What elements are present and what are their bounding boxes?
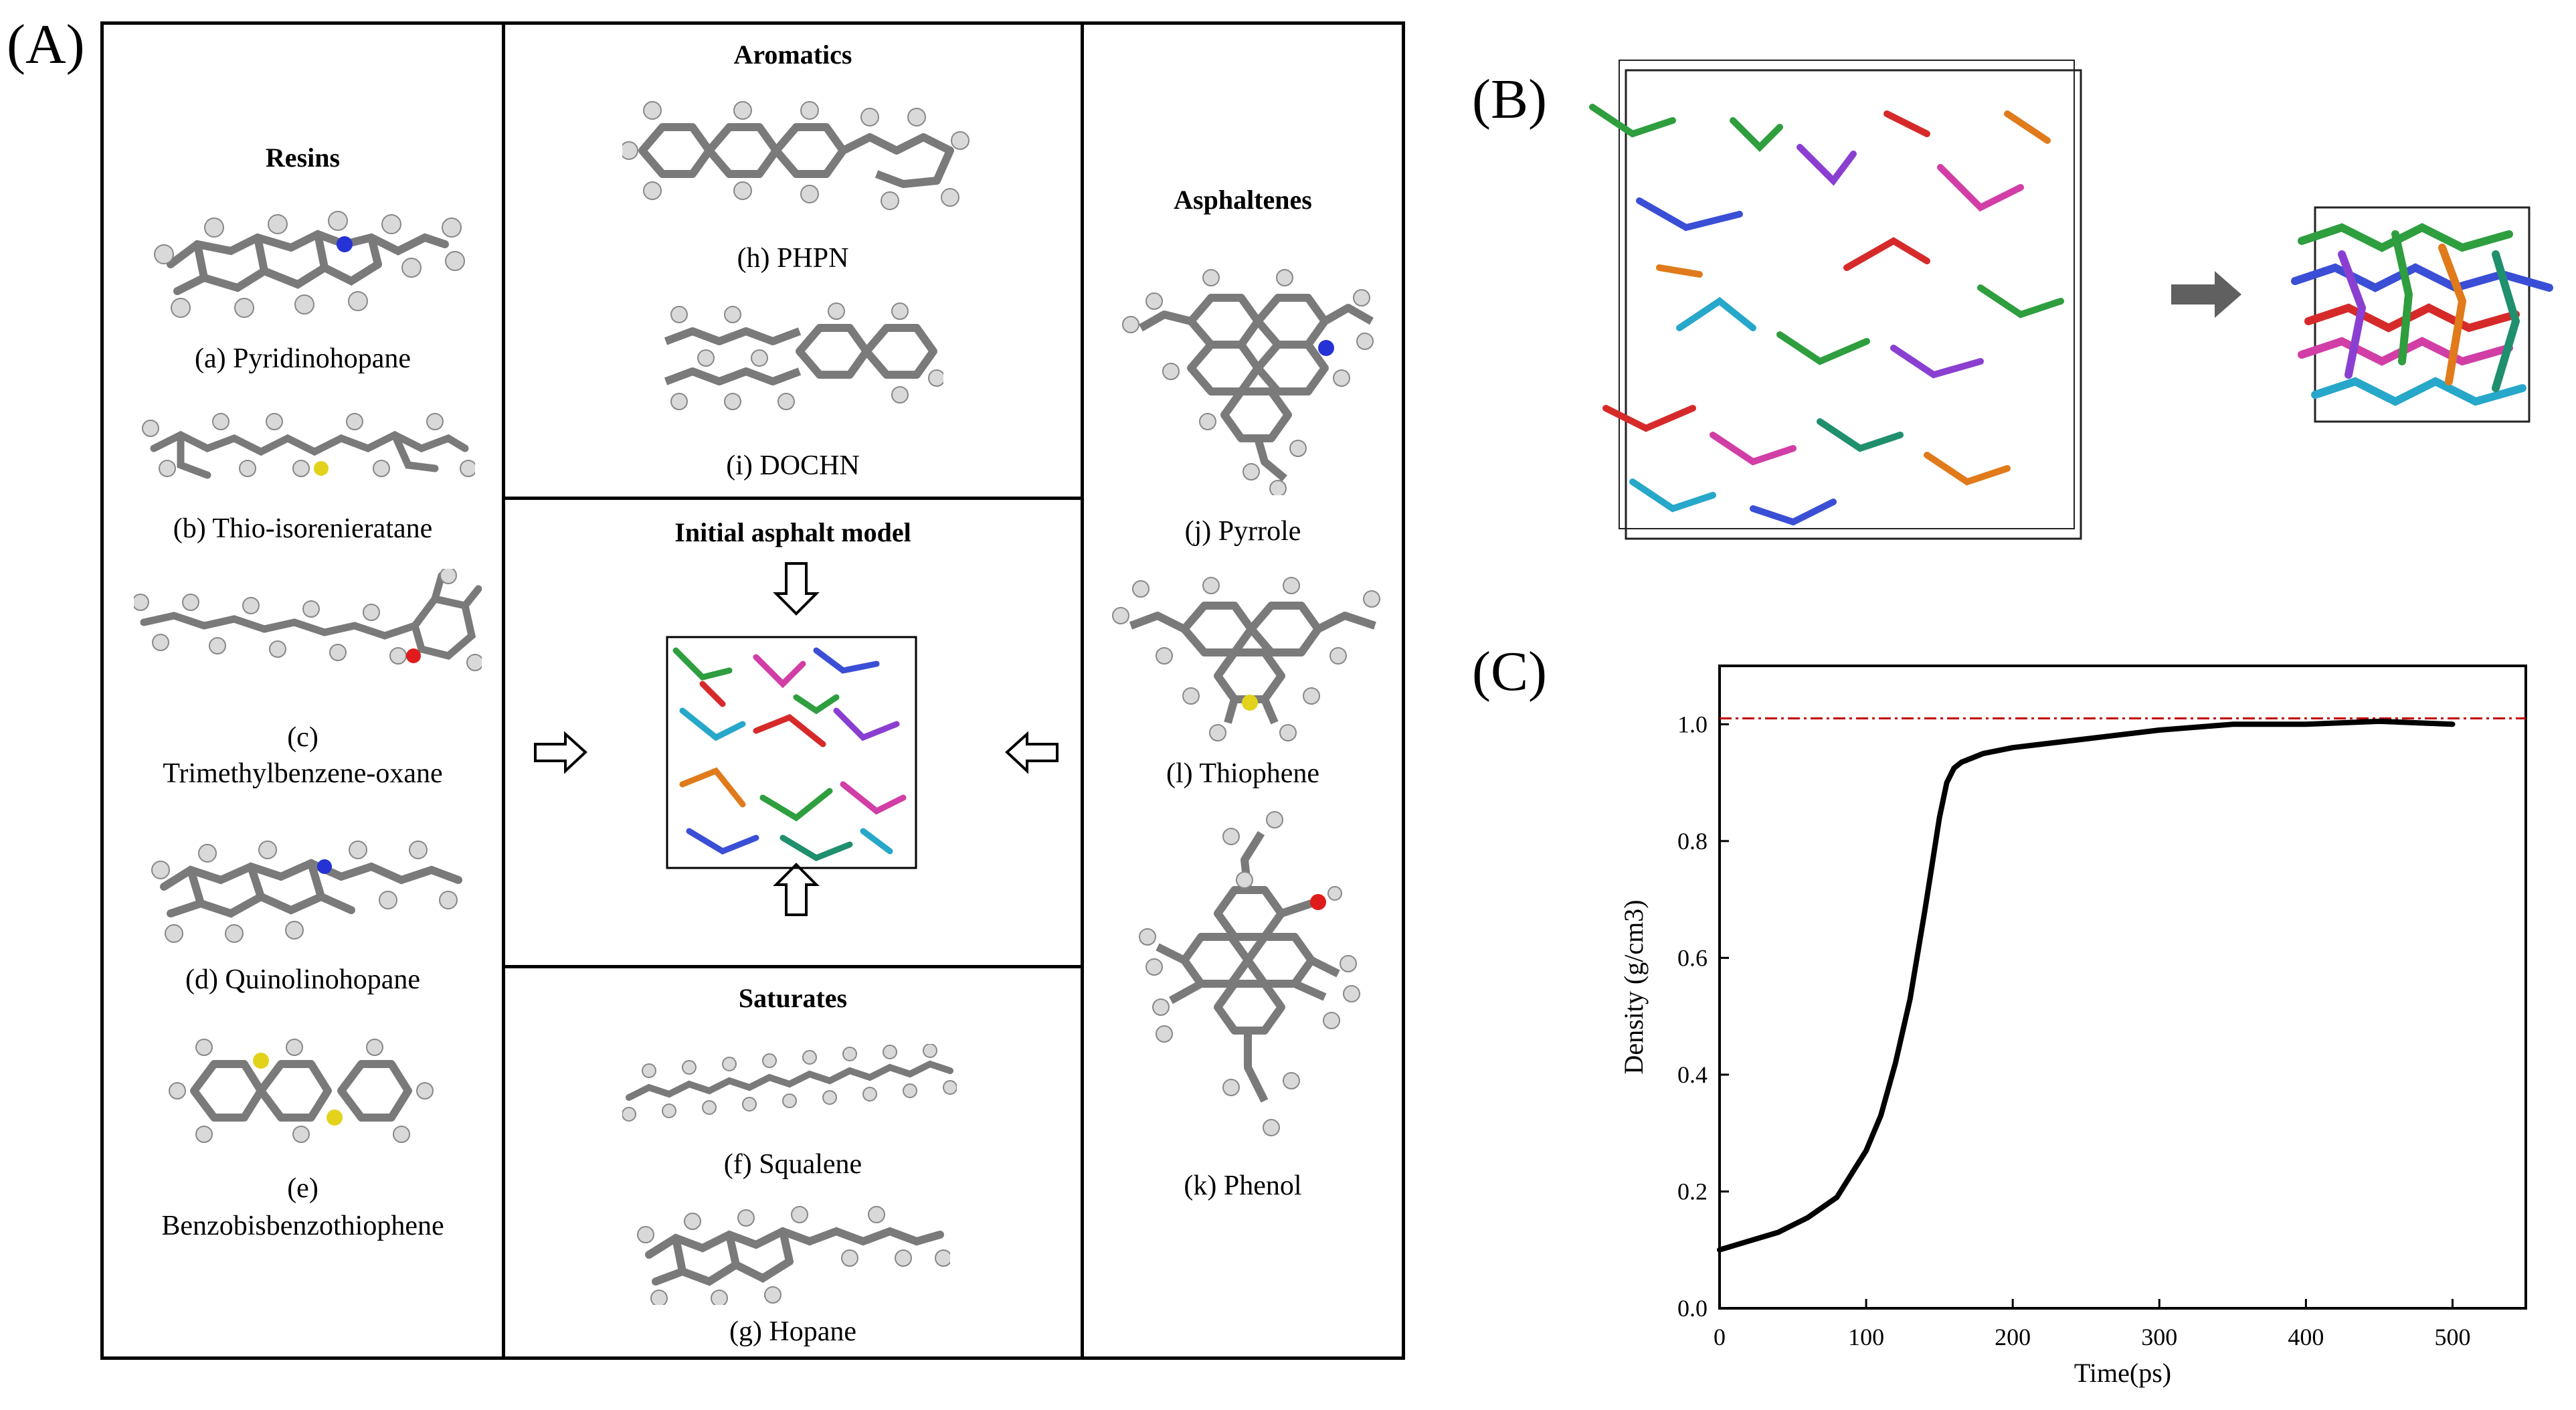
initial-model-heading: Initial asphalt model: [674, 517, 911, 547]
molecule-phpn: [622, 101, 970, 210]
x-tick-label: 0: [1714, 1324, 1726, 1350]
panel-a-label: (A): [7, 13, 85, 76]
y-tick-label: 1.0: [1677, 711, 1708, 737]
initial-model-arrows: [534, 562, 1059, 916]
caption-e-name: Benzobisbenzothiophene: [161, 1211, 444, 1241]
x-tick-label: 500: [2434, 1324, 2470, 1350]
caption-j: (j) Pyrrole: [1184, 516, 1301, 547]
resins-heading: Resins: [265, 143, 341, 173]
arrow-left: [534, 731, 587, 774]
x-tick-label: 100: [1848, 1324, 1884, 1350]
caption-f: (f) Squalene: [723, 1149, 862, 1180]
y-tick-label: 0.2: [1677, 1178, 1708, 1205]
molecule-benzobisbenzothiophene: [169, 1039, 434, 1143]
x-tick-label: 300: [2141, 1324, 2177, 1350]
panel-c-label: (C): [1472, 640, 1547, 703]
caption-c: (c): [287, 722, 318, 753]
density-series-line: [1717, 718, 2456, 1253]
asphaltenes-column: [1081, 21, 1405, 1360]
simulation-box-equilibrated: [2291, 206, 2553, 423]
molecule-pyrrole: [1122, 269, 1374, 495]
caption-l: (l) Thiophene: [1166, 758, 1319, 789]
saturates-heading: Saturates: [738, 983, 848, 1013]
simulation-box-initial: [1589, 60, 2082, 540]
arrow-bottom: [773, 863, 820, 916]
molecule-quinolinohopane: [151, 841, 462, 943]
caption-k: (k) Phenol: [1184, 1170, 1302, 1201]
arrow-to-equilibrated: [2171, 271, 2241, 318]
density-chart: 0 100 200 300 400 500 0.0 0.2 0.4 0.6 0.8 1.0 Time(p…: [1619, 665, 2527, 1388]
caption-a: (a) Pyridinohopane: [194, 343, 411, 374]
y-tick-label: 0.0: [1677, 1295, 1708, 1322]
y-tick-label: 0.4: [1677, 1061, 1708, 1088]
molecule-hopane: [637, 1206, 950, 1305]
molecule-trimethylbenzene-oxane: [134, 569, 482, 671]
molecule-pyridinohopane: [154, 211, 465, 318]
x-tick-label: 400: [2288, 1324, 2324, 1350]
asphaltenes-heading: Asphaltenes: [1174, 185, 1312, 215]
caption-g: (g) Hopane: [729, 1316, 857, 1347]
molecule-phenol: [1139, 811, 1360, 1136]
molecule-thio-isorenieratane: [142, 413, 475, 479]
aromatics-heading: Aromatics: [733, 39, 852, 70]
y-tick-label: 0.8: [1677, 828, 1708, 855]
caption-c-name: Trimethylbenzene-oxane: [163, 758, 443, 789]
arrow-top: [773, 562, 820, 616]
y-axis-label: Density (g/cm3): [1619, 899, 1649, 1074]
caption-e: (e): [287, 1173, 318, 1204]
y-tick-label: 0.6: [1677, 944, 1708, 971]
caption-d: (d) Quinolinohopane: [185, 964, 421, 995]
caption-i: (i) DOCHN: [726, 450, 860, 481]
x-tick-label: 200: [1995, 1324, 2031, 1350]
molecule-squalene: [622, 1044, 957, 1122]
molecule-dochn: [664, 302, 943, 410]
arrow-right: [1005, 731, 1059, 774]
x-axis-label: Time(ps): [2074, 1358, 2171, 1388]
caption-h: (h) PHPN: [737, 243, 849, 274]
plot-frame: [1718, 665, 2527, 1310]
molecule-thiophene: [1112, 577, 1380, 741]
panel-b-label: (B): [1472, 68, 1547, 130]
caption-b: (b) Thio-isorenieratane: [173, 513, 433, 544]
